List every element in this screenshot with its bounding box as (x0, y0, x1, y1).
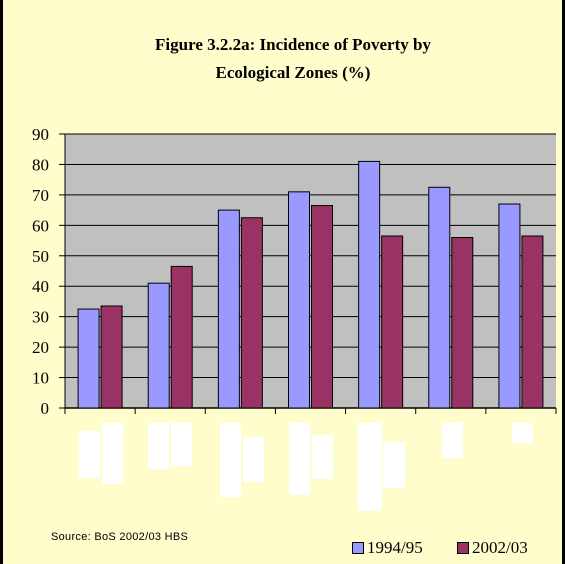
y-tick-label: 50 (32, 247, 49, 266)
y-tick-label: 20 (32, 338, 49, 357)
bar-1994-95 (428, 186, 451, 409)
bar-1994-95 (358, 160, 381, 409)
category-label-box (220, 423, 241, 497)
category-label-box (79, 431, 100, 478)
bar-2002-03 (381, 235, 404, 409)
bar-1994-95 (147, 282, 170, 409)
chart-title-line-1: Figure 3.2.2a: Incidence of Poverty by (155, 35, 431, 54)
y-tick-label: 10 (32, 369, 49, 388)
category-label-box (148, 423, 169, 469)
y-tick-label: 80 (32, 155, 49, 174)
category-label-box (383, 442, 405, 488)
bar-2002-03 (170, 265, 193, 409)
plot-area (65, 134, 556, 408)
category-label-box (358, 423, 382, 511)
bar-2002-03 (311, 205, 333, 409)
category-label-box (102, 423, 123, 484)
legend-swatch-2002-03 (457, 542, 469, 554)
bar-1994-95 (217, 209, 240, 409)
y-tick-label: 0 (41, 399, 50, 418)
legend-label-1994-95: 1994/95 (367, 538, 423, 557)
category-label-box (243, 437, 264, 482)
y-tick-label: 40 (32, 277, 49, 296)
bar-1994-95 (288, 191, 310, 409)
y-tick-label: 90 (32, 125, 49, 144)
y-tick-label: 30 (32, 308, 49, 327)
category-label-box (171, 423, 192, 466)
bar-chart: 0 10 20 30 40 50 60 70 80 90 (32, 125, 557, 511)
legend-item-1994-95: 1994/95 (352, 538, 423, 558)
category-label-box (289, 423, 310, 495)
bar-1994-95 (498, 203, 521, 409)
chart-title-line-2: Ecological Zones (%) (215, 63, 371, 82)
bar-2002-03 (100, 305, 123, 409)
bar-1994-95 (77, 308, 100, 409)
category-label-box (442, 423, 463, 458)
source-note: Source: BoS 2002/03 HBS (51, 531, 189, 543)
y-tick-label: 70 (32, 186, 49, 205)
bar-2002-03 (521, 235, 544, 409)
legend-label-2002-03: 2002/03 (472, 538, 528, 557)
category-label-box (312, 435, 333, 479)
y-tick-label: 60 (32, 216, 49, 235)
bar-2002-03 (240, 217, 263, 409)
legend-swatch-1994-95 (352, 542, 364, 554)
bar-2002-03 (451, 237, 474, 409)
category-label-box (512, 423, 533, 443)
legend-item-2002-03: 2002/03 (457, 538, 528, 558)
